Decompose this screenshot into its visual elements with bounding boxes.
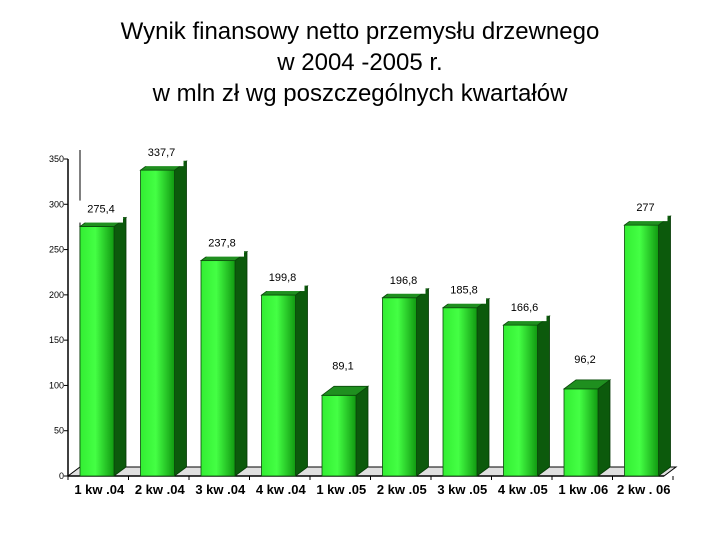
category-label: 1 kw .04 — [74, 482, 125, 497]
bar-front — [382, 297, 417, 477]
bar-side — [416, 287, 429, 477]
y-tick-label: 200 — [49, 290, 64, 300]
bar-side — [174, 160, 187, 477]
value-label: 196,8 — [390, 275, 418, 287]
category-label: 4 kw .04 — [256, 482, 307, 497]
chart-labels: 275,4 1 kw .04 337,7 2 kw .04 237,8 3 kw .04 1… — [74, 144, 670, 497]
bar-8 — [502, 315, 551, 477]
category-label: 2 kw .04 — [135, 482, 186, 497]
y-tick-label: 300 — [49, 199, 64, 209]
bar-front — [321, 394, 357, 477]
y-tick-label: 250 — [49, 245, 64, 255]
value-label: 277 — [636, 202, 654, 214]
bar-front — [442, 307, 478, 477]
bar-10 — [623, 215, 672, 477]
bar-side — [113, 216, 127, 477]
bar-side — [295, 285, 308, 477]
bar-side — [234, 250, 248, 477]
chart-title: Wynik finansowy netto przemysłu drzewneg… — [0, 16, 720, 109]
y-tick-label: 350 — [49, 154, 64, 164]
y-tick-label: 100 — [49, 380, 64, 390]
value-label-bg — [260, 269, 305, 292]
bar-front — [200, 260, 236, 477]
category-label: 2 kw . 06 — [617, 482, 670, 497]
value-label-bg — [200, 234, 244, 257]
bar-side — [537, 315, 550, 477]
bar-2 — [139, 160, 188, 477]
bar-9 — [562, 379, 612, 477]
category-label: 1 kw .05 — [316, 482, 366, 497]
bar-front — [261, 294, 296, 477]
value-label-bg — [442, 281, 486, 304]
bar-front — [624, 224, 659, 477]
value-label: 166,6 — [511, 302, 539, 314]
bar-6 — [381, 287, 430, 477]
value-label-bg — [381, 271, 426, 294]
category-label: 1 kw .06 — [558, 482, 608, 497]
bar-side — [476, 297, 490, 477]
value-label: 185,8 — [450, 285, 478, 297]
chart-title-line-3: w mln zł wg poszczególnych kwartałów — [152, 80, 568, 107]
chart-bars — [78, 160, 672, 477]
bar-front — [503, 324, 538, 477]
value-label: 199,8 — [269, 272, 297, 284]
value-label: 237,8 — [208, 238, 236, 250]
bar-front — [140, 169, 175, 477]
bar-1 — [78, 216, 128, 477]
value-label: 275,4 — [87, 204, 115, 216]
bar-front — [563, 388, 599, 477]
value-label: 337,7 — [148, 147, 176, 159]
chart-title-line-1: Wynik finansowy netto przemysłu drzewneg… — [120, 18, 600, 45]
bar-side — [597, 379, 611, 477]
y-tick-label: 0 — [59, 471, 64, 481]
category-label: 4 kw .05 — [498, 482, 548, 497]
bar-side — [355, 385, 369, 477]
value-label-bg — [139, 144, 184, 167]
bar-5 — [320, 385, 370, 477]
bar-top — [320, 385, 370, 396]
bar-top — [562, 379, 612, 390]
bar-3 — [199, 250, 249, 477]
category-label: 3 kw .04 — [195, 482, 246, 497]
y-tick-label: 50 — [54, 426, 64, 436]
category-label: 3 kw .05 — [437, 482, 487, 497]
value-label: 89,1 — [332, 360, 353, 372]
value-label-bg — [79, 200, 123, 223]
value-label-bg — [623, 199, 668, 222]
bar-front — [79, 226, 115, 477]
bar-4 — [260, 285, 309, 477]
chart-title-line-2: w 2004 -2005 r. — [277, 49, 443, 76]
category-label: 2 kw .05 — [377, 482, 427, 497]
bar-7 — [441, 297, 491, 477]
value-label-bg — [502, 299, 547, 322]
bar-side — [658, 215, 671, 477]
y-tick-label: 150 — [49, 335, 64, 345]
value-label: 96,2 — [574, 354, 595, 366]
